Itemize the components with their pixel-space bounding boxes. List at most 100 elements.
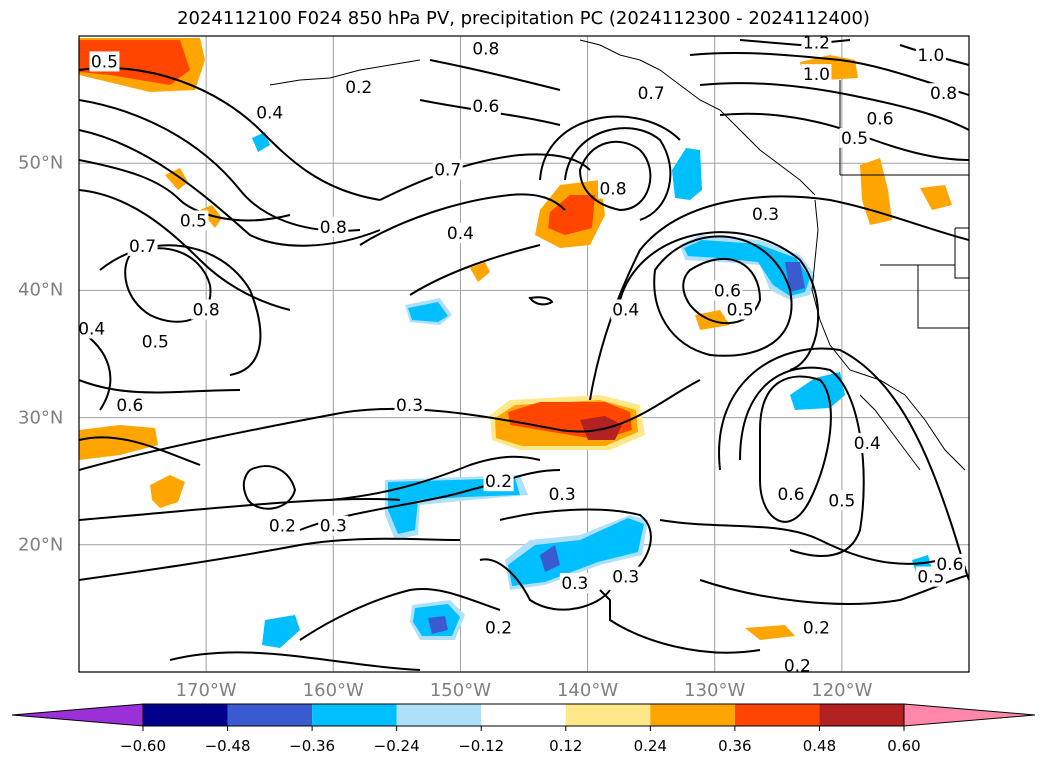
pv-contours: [79, 39, 969, 671]
contour-label: 0.2: [485, 618, 512, 638]
colorbar-segment: [565, 704, 651, 726]
contour-labels: 0.50.20.40.8 1.21.01.00.80.60.70.60.50.70…: [79, 33, 965, 672]
contour-label-bg: [191, 299, 222, 320]
contour-label-bg: [826, 490, 857, 511]
pv-contour: [599, 589, 761, 654]
precip-patch: [388, 478, 520, 534]
colorbar: [11, 703, 1036, 731]
precip-patch: [580, 416, 622, 440]
contour-label-bg: [801, 36, 832, 53]
colorbar-tick-label: 0.12: [549, 737, 583, 755]
contour-label: 0.3: [396, 396, 423, 416]
contour-label-bg: [725, 299, 756, 320]
contour-label: 0.3: [752, 205, 779, 225]
coastline: [639, 59, 816, 196]
precip-patch: [428, 616, 448, 634]
precip-patch: [745, 625, 795, 640]
longitude-label: 120°W: [811, 680, 873, 701]
contour-label-bg: [610, 566, 641, 587]
contour-label: 0.3: [561, 574, 588, 594]
contour-label-bg: [470, 38, 501, 59]
longitude-label: 150°W: [429, 680, 491, 701]
contour-label: 0.5: [828, 491, 855, 511]
contour-label-bg: [801, 617, 832, 638]
contour-label: 1.0: [917, 46, 944, 66]
coastlines: [269, 39, 969, 471]
contour-label: 0.8: [599, 180, 626, 200]
contour-label-bg: [318, 216, 349, 237]
precip-patch: [508, 518, 644, 586]
contour-label-bg: [318, 515, 349, 536]
contour-label-bg: [394, 394, 425, 415]
contour-label: 0.8: [193, 300, 220, 320]
contour-label-bg: [547, 483, 578, 504]
contour-label: 0.8: [472, 40, 499, 60]
contour-label-bg: [483, 471, 514, 492]
pv-contour: [79, 379, 241, 394]
pv-contour: [479, 558, 611, 611]
longitude-label: 130°W: [684, 680, 746, 701]
pv-contour: [299, 588, 501, 641]
colorbar-extend-low: [11, 703, 144, 727]
colorbar-segment: [734, 704, 820, 726]
contour-label-bg: [127, 235, 158, 256]
contour-label: 0.6: [116, 396, 143, 416]
contour-label-bg: [839, 127, 870, 148]
colorbar-tick-label: −0.12: [458, 737, 505, 755]
colorbar-tick-label: −0.60: [120, 737, 166, 755]
contour-label: 1.0: [803, 65, 830, 85]
contour-label-bg: [636, 83, 667, 104]
contour-label: 1.2: [803, 33, 830, 53]
pv-contour: [79, 159, 291, 222]
pv-contour: [242, 465, 297, 510]
contour-label: 0.8: [930, 84, 957, 104]
latitude-label: 50°N: [18, 152, 64, 174]
contour-label: 0.2: [269, 517, 296, 537]
contour-label-bg: [776, 483, 806, 504]
contour-label-bg: [114, 394, 145, 415]
pv-contour: [429, 59, 561, 91]
precip-patch: [672, 148, 702, 200]
pv-contour: [79, 537, 461, 581]
contour-label: 0.4: [256, 103, 283, 123]
precip-patch: [79, 40, 190, 85]
pv-contour: [79, 498, 401, 521]
contour-label-bg: [470, 95, 501, 116]
contour-label: 0.6: [714, 281, 741, 301]
pv-contour: [79, 67, 381, 201]
precip-patch: [920, 185, 952, 210]
pv-contour: [619, 231, 820, 371]
contour-label-bg: [483, 617, 514, 638]
contour-label: 0.5: [91, 52, 118, 72]
precip-patch: [785, 262, 805, 292]
precip-patch: [252, 132, 270, 152]
pv-contour: [699, 82, 969, 131]
plot-frame: [78, 35, 970, 673]
contour-label: 0.6: [777, 485, 804, 505]
coastline: [954, 227, 969, 279]
pv-contour: [759, 375, 832, 523]
pv-contour: [169, 651, 421, 671]
pv-contour: [79, 129, 381, 247]
coastline: [811, 199, 966, 471]
pv-contour: [359, 193, 566, 246]
colorbar-tick-label: 0.24: [633, 737, 668, 755]
contour-label-bg: [928, 83, 959, 104]
latitude-label: 40°N: [18, 279, 64, 301]
contour-label-bg: [865, 108, 895, 129]
contour-label-bg: [712, 280, 743, 301]
longitude-label: 170°W: [175, 680, 237, 701]
pv-contour: [659, 519, 941, 565]
contour-label: 0.4: [854, 434, 881, 454]
contour-label-bg: [89, 51, 120, 72]
precip-patch: [79, 425, 158, 460]
pv-contour: [79, 99, 361, 232]
latitude-label: 20°N: [18, 534, 64, 556]
contour-label-bg: [254, 102, 285, 123]
colorbar-frame: [142, 703, 905, 727]
contour-label-bg: [852, 433, 883, 454]
contour-label: 0.7: [129, 237, 156, 257]
precip-patch: [790, 372, 845, 410]
contour-label: 0.5: [142, 332, 169, 352]
pv-contour: [539, 115, 681, 181]
